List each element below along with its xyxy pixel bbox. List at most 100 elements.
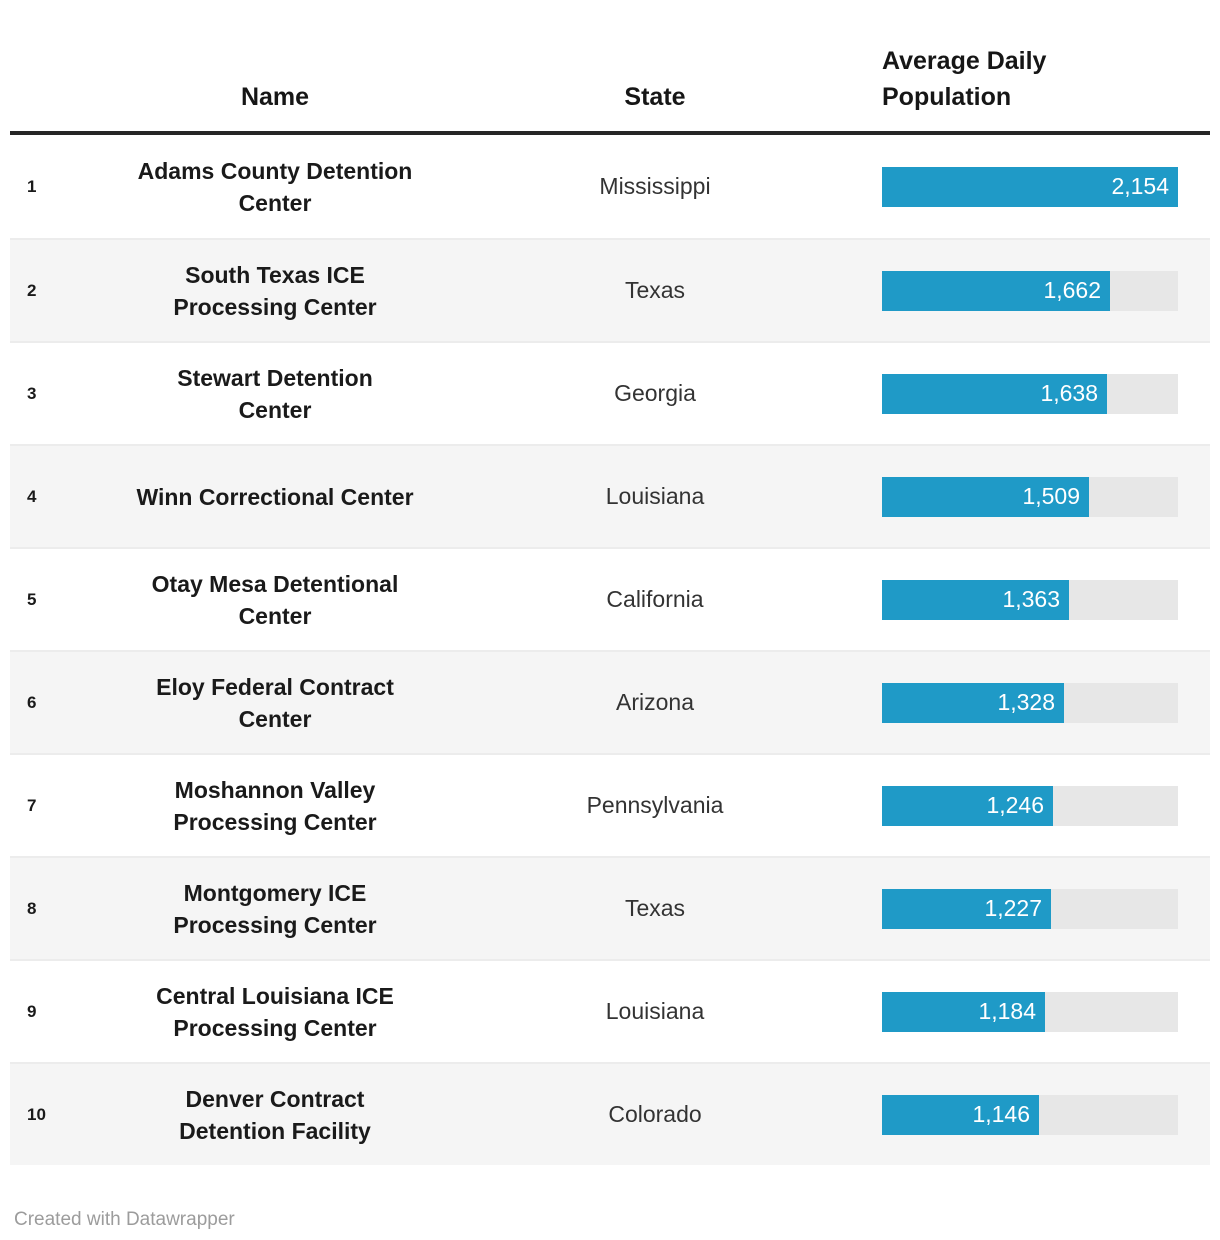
name-cell: Montgomery ICE Processing Center — [70, 877, 480, 941]
state-cell: Texas — [624, 895, 686, 921]
population-table: Name State Average Daily Population 1 Ada… — [10, 0, 1210, 1165]
population-cell: 1,363 — [830, 579, 1210, 620]
population-cell: 1,328 — [830, 682, 1210, 723]
population-value: 1,509 — [1022, 483, 1080, 509]
population-bar-track: 1,146 — [882, 1094, 1178, 1135]
name-cell: Otay Mesa Detentional Center — [70, 568, 480, 632]
rank-cell: 5 — [27, 589, 37, 609]
name-line: Eloy Federal Contract — [156, 673, 394, 700]
table-row: 9 Central Louisiana ICE Processing Center L… — [10, 959, 1210, 1062]
population-cell: 1,662 — [830, 270, 1210, 311]
name-line: Otay Mesa Detentional — [151, 570, 399, 597]
population-value: 1,227 — [984, 895, 1042, 921]
population-bar: 1,363 — [882, 579, 1069, 620]
population-bar-track: 1,246 — [882, 785, 1178, 826]
name-line: Adams County Detention — [137, 157, 413, 184]
name-cell: South Texas ICE Processing Center — [70, 259, 480, 323]
name-line: Center — [238, 602, 312, 629]
state-cell: Texas — [624, 277, 686, 303]
population-cell: 1,509 — [830, 476, 1210, 517]
name-line: Denver Contract — [185, 1085, 365, 1112]
column-header-state: State — [624, 83, 686, 111]
name-line: Central Louisiana ICE — [156, 982, 394, 1009]
table-row: 2 South Texas ICE Processing Center Texas 1,… — [10, 238, 1210, 341]
name-cell: Eloy Federal Contract Center — [70, 671, 480, 735]
state-cell: Mississippi — [599, 173, 711, 199]
population-bar-track: 1,638 — [882, 373, 1178, 414]
population-bar: 1,509 — [882, 476, 1089, 517]
population-bar-track: 1,328 — [882, 682, 1178, 723]
table-body: 1 Adams County Detention Center Mississippi… — [10, 135, 1210, 1165]
table-row: 10 Denver Contract Detention Facility Color… — [10, 1062, 1210, 1165]
population-bar-track: 1,363 — [882, 579, 1178, 620]
state-cell: Arizona — [616, 689, 694, 715]
state-cell: Colorado — [608, 1101, 702, 1127]
header-rule — [10, 131, 1210, 135]
name-cell: Adams County Detention Center — [70, 155, 480, 219]
column-header-population: Average Daily Population — [882, 47, 1047, 111]
rank-cell: 4 — [27, 486, 37, 506]
population-bar: 1,227 — [882, 888, 1051, 929]
state-cell: Georgia — [614, 380, 696, 406]
population-cell: 1,227 — [830, 888, 1210, 929]
population-value: 1,184 — [978, 998, 1036, 1024]
population-value: 1,146 — [972, 1101, 1030, 1127]
rank-cell: 6 — [27, 692, 37, 712]
name-line: Montgomery ICE — [183, 879, 367, 906]
rank-cell: 10 — [27, 1104, 46, 1124]
population-value: 1,638 — [1040, 380, 1098, 406]
rank-cell: 7 — [27, 795, 37, 815]
population-bar: 2,154 — [882, 166, 1178, 207]
rank-cell: 8 — [27, 898, 37, 918]
population-bar: 1,328 — [882, 682, 1064, 723]
population-bar: 1,184 — [882, 991, 1045, 1032]
name-line: Detention Facility — [179, 1117, 371, 1144]
population-cell: 1,246 — [830, 785, 1210, 826]
state-cell: Louisiana — [605, 483, 705, 509]
population-bar-track: 2,154 — [882, 166, 1178, 207]
population-bar-track: 1,184 — [882, 991, 1178, 1032]
column-header-name: Name — [240, 83, 310, 111]
table-row: 6 Eloy Federal Contract Center Arizona 1,328 — [10, 650, 1210, 753]
table-row: 4 Winn Correctional Center Louisiana 1,509 — [10, 444, 1210, 547]
rank-cell: 2 — [27, 280, 37, 300]
rank-cell: 1 — [27, 176, 37, 196]
name-cell: Stewart Detention Center — [70, 362, 480, 426]
table-row: 3 Stewart Detention Center Georgia 1,638 — [10, 341, 1210, 444]
name-cell: Moshannon Valley Processing Center — [70, 774, 480, 838]
name-line: Center — [238, 396, 312, 423]
population-value: 1,662 — [1043, 277, 1101, 303]
name-line: Winn Correctional Center — [136, 483, 414, 510]
population-bar: 1,146 — [882, 1094, 1039, 1135]
population-bar: 1,638 — [882, 373, 1107, 414]
name-line: Processing Center — [173, 293, 377, 320]
name-line: Moshannon Valley — [174, 776, 376, 803]
name-cell: Winn Correctional Center — [70, 481, 480, 513]
state-cell: California — [606, 586, 704, 612]
table-row: 5 Otay Mesa Detentional Center California 1,… — [10, 547, 1210, 650]
table-row: 7 Moshannon Valley Processing Center Pennsy… — [10, 753, 1210, 856]
name-line: Processing Center — [173, 1014, 377, 1041]
population-bar-track: 1,509 — [882, 476, 1178, 517]
population-cell: 1,184 — [830, 991, 1210, 1032]
rank-cell: 3 — [27, 383, 37, 403]
table-row: 1 Adams County Detention Center Mississippi… — [10, 135, 1210, 238]
name-cell: Central Louisiana ICE Processing Center — [70, 980, 480, 1044]
population-value: 1,246 — [986, 792, 1044, 818]
population-value: 2,154 — [1111, 173, 1169, 199]
name-line: Center — [238, 705, 312, 732]
name-line: Center — [238, 189, 312, 216]
name-line: Stewart Detention — [177, 364, 373, 391]
population-cell: 2,154 — [830, 166, 1210, 207]
state-cell: Louisiana — [605, 998, 705, 1024]
population-bar-track: 1,662 — [882, 270, 1178, 311]
state-cell: Pennsylvania — [586, 792, 724, 818]
population-cell: 1,146 — [830, 1094, 1210, 1135]
rank-cell: 9 — [27, 1001, 37, 1021]
name-line: Processing Center — [173, 911, 377, 938]
population-value: 1,328 — [997, 689, 1055, 715]
population-bar: 1,662 — [882, 270, 1110, 311]
table-row: 8 Montgomery ICE Processing Center Texas 1,2… — [10, 856, 1210, 959]
name-line: Processing Center — [173, 808, 377, 835]
population-bar: 1,246 — [882, 785, 1053, 826]
